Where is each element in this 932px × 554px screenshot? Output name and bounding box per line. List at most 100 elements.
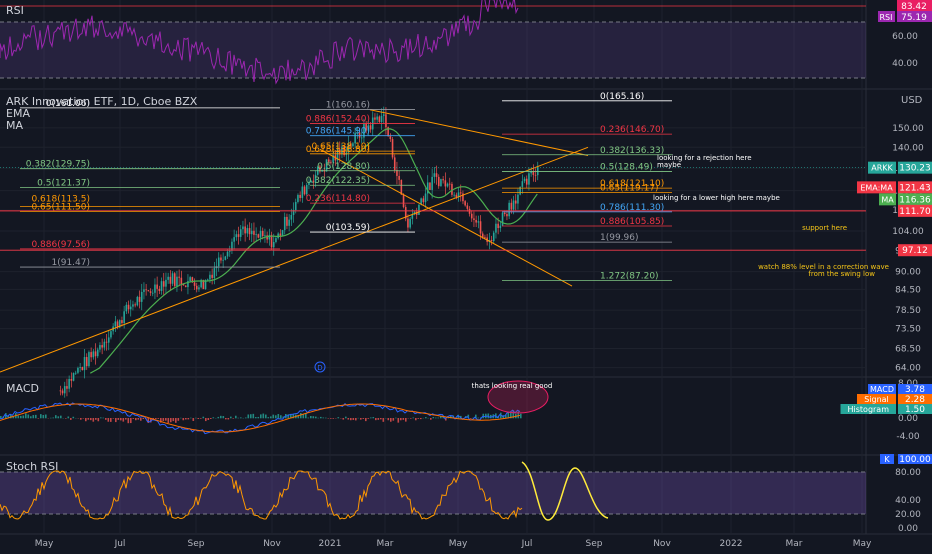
time-axis-label: Sep [586,539,603,549]
candle-body [86,357,88,366]
candle-body [84,357,86,370]
macd-histogram-bar [325,418,327,419]
macd-histogram-bar [430,418,432,420]
candle-body [247,228,249,233]
macd-histogram-bar [138,418,140,420]
macd-histogram-bar [218,417,220,418]
stoch-tick-label: 80.00 [895,468,921,478]
candle-body [90,352,92,357]
candle-body [95,351,97,356]
fib-mid-label: 0.236(114.80) [306,194,370,204]
price-badge-label-text: MA [881,195,894,204]
macd-histogram-bar [58,416,60,418]
price-badge-label-text: EMA:MA [860,183,893,192]
macd-histogram-bar [250,414,252,418]
candle-body [429,182,431,189]
macd-histogram-bar [403,418,405,420]
macd-histogram-bar [265,415,267,419]
price-badge-text: 97.12 [902,246,928,256]
candle-body [161,281,163,291]
candle-body [434,173,436,177]
macd-histogram-bar [60,416,62,419]
candle-body [214,268,216,278]
macd-histogram-bar [225,418,227,419]
candle-body [478,221,480,222]
candle-body [150,291,152,293]
annotation-note: from the swing low [808,270,875,278]
macd-histogram-bar [323,418,325,419]
candle-body [139,297,141,302]
candle-body [473,218,475,220]
price-tick-label: 64.00 [895,364,921,374]
candle-body [464,201,466,205]
macd-histogram-bar [40,414,42,418]
candle-body [524,179,526,181]
macd-histogram-bar [73,417,75,419]
candle-body [101,345,103,348]
macd-histogram-bar [390,418,392,422]
fib-right-label: 0.65(119.17) [600,184,659,194]
candle-body [106,342,108,343]
candle-body [163,281,165,286]
macd-histogram-bar [20,416,22,418]
fib-right-label: 0.382(136.33) [600,146,664,156]
macd-histogram-bar [438,418,440,419]
candle-body [302,187,304,198]
candle-body [526,179,528,185]
macd-histogram-bar [35,415,37,418]
price-tick-label: 150.00 [892,124,924,134]
macd-histogram-bar [168,418,170,423]
macd-histogram-bar [303,414,305,418]
time-axis-label: May [449,539,468,549]
time-axis-label: Jul [521,539,533,549]
macd-histogram-bar [33,415,35,418]
macd-badge-label-text: MACD [870,385,894,394]
macd-histogram-bar [68,416,70,418]
candle-body [77,368,79,373]
price-tick-label: 90.00 [895,268,921,278]
macd-histogram-bar [410,418,412,419]
macd-histogram-bar [165,418,167,421]
candle-body [504,213,506,214]
fib-mid-label: 0.618(136.80) [306,145,370,155]
macd-histogram-bar [333,418,335,419]
macd-histogram-bar [375,418,377,420]
ma-indicator-label[interactable]: MA [6,119,23,132]
candle-body [275,238,277,242]
candle-body [423,198,425,202]
candle-body [537,167,539,175]
candle-body [502,213,504,226]
macd-histogram-bar [90,418,92,420]
stoch-band [0,472,866,514]
macd-badge-text: 3.78 [905,385,925,395]
candle-body [517,195,519,204]
macd-histogram-bar [28,414,30,418]
candle-body [174,273,176,286]
macd-histogram-bar [220,416,222,418]
macd-histogram-bar [260,414,262,418]
price-badge-text: 121.43 [899,183,931,193]
candle-body [159,289,161,291]
macd-histogram-bar [255,417,257,418]
candle-body [64,386,66,393]
macd-histogram-bar [365,418,367,421]
candle-body [255,234,257,235]
macd-histogram-bar [88,418,90,420]
candle-body [121,320,123,323]
macd-histogram-bar [435,418,437,419]
candle-body [123,311,125,323]
time-axis-label: Sep [188,539,205,549]
macd-histogram-bar [393,418,395,421]
candle-body [233,237,235,242]
macd-histogram-bar [353,418,355,420]
price-tick-label: 84.50 [895,285,921,295]
macd-histogram-bar [230,417,232,419]
candle-body [306,185,308,194]
macd-histogram-bar [110,418,112,422]
macd-histogram-bar [65,418,67,419]
macd-histogram-bar [238,418,240,419]
macd-histogram-bar [163,418,165,421]
macd-histogram-bar [23,415,25,418]
candle-body [93,351,95,357]
